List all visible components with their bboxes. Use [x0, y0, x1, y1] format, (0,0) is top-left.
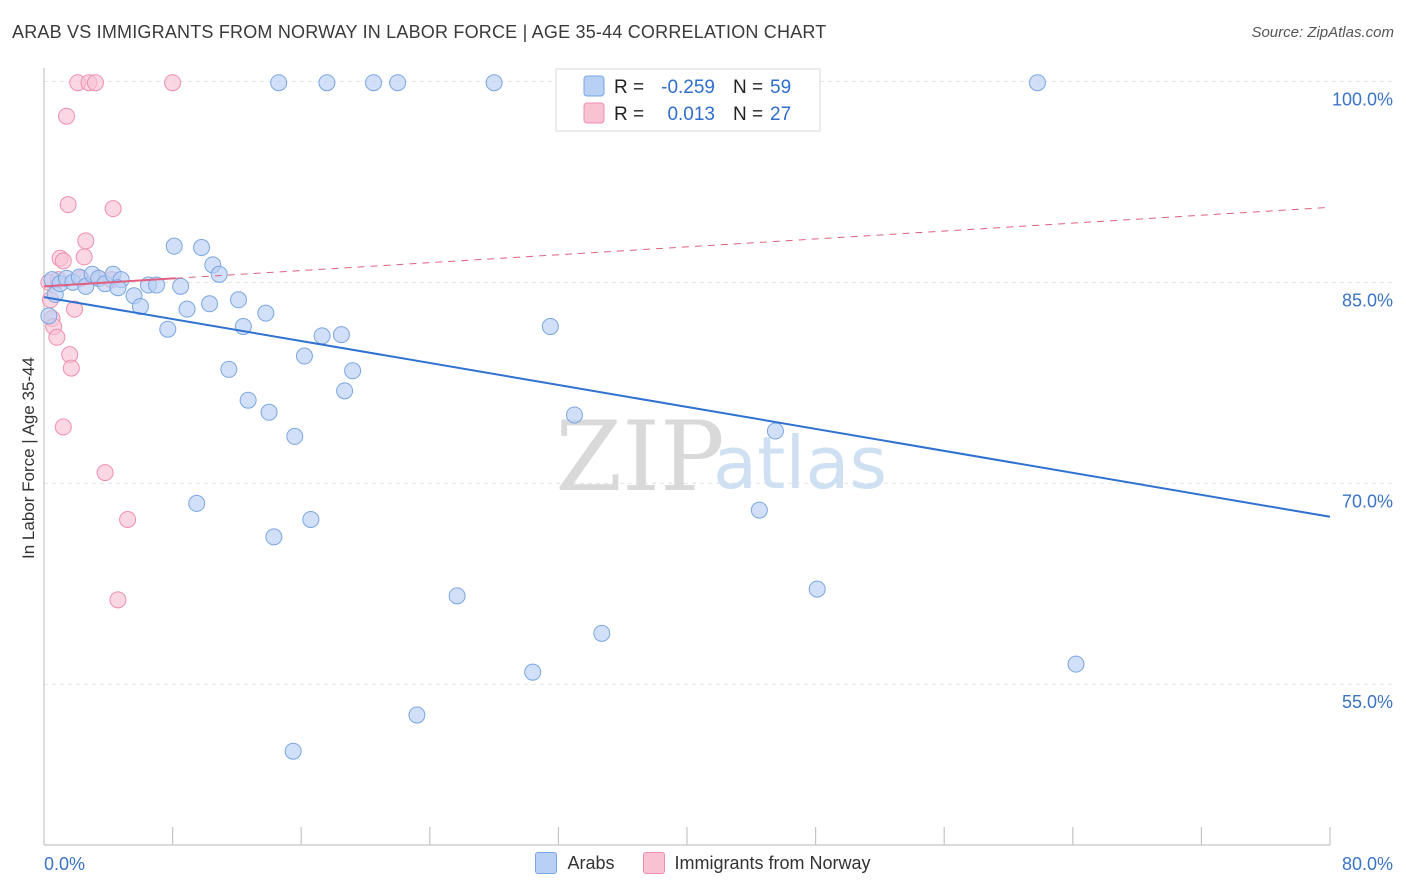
norway-point-8 — [54, 418, 72, 436]
arabs-point-36 — [286, 427, 304, 445]
arabs-point-35 — [284, 742, 302, 760]
axes — [43, 68, 1331, 846]
trend-line-norway-dashed — [175, 206, 1331, 279]
y-tick-label-3: 55.0% — [1342, 692, 1393, 712]
legend-swatch-arabs — [535, 852, 558, 874]
stats-swatch-norway — [583, 102, 605, 124]
tick-labels: 100.0% 85.0% 70.0% 55.0% 0.0% 80.0% — [44, 89, 1393, 874]
norway-point-19 — [86, 74, 104, 92]
arabs-point-43 — [344, 362, 362, 380]
stats-box: R = -0.259 N = 59 R = 0.013 N = 27 — [555, 68, 821, 132]
y-tick-label-2: 70.0% — [1342, 491, 1393, 511]
arabs-point-49 — [524, 663, 542, 681]
watermark-zip: ZIP — [555, 401, 724, 513]
chart-title: ARAB VS IMMIGRANTS FROM NORWAY IN LABOR … — [12, 22, 827, 42]
norway-point-7 — [54, 252, 72, 270]
arabs-point-39 — [313, 327, 331, 345]
arabs-point-30 — [239, 391, 257, 409]
arabs-point-46 — [408, 706, 426, 724]
arabs-point-19 — [165, 237, 183, 255]
arabs-point-51 — [565, 406, 583, 424]
arabs-point-37 — [295, 347, 313, 365]
stats-r-value-arabs: -0.259 — [661, 77, 715, 98]
norway-point-9 — [58, 107, 76, 125]
stats-n-label-arabs: N = — [733, 77, 763, 98]
watermark-atlas: atlas — [713, 421, 887, 505]
arabs-point-28 — [230, 291, 248, 309]
trend-lines — [43, 206, 1331, 518]
stats-n-label-norway: N = — [733, 104, 763, 125]
stats-swatch-arabs — [583, 75, 605, 97]
arabs-point-42 — [336, 382, 354, 400]
arabs-point-13 — [109, 279, 127, 297]
norway-point-26 — [164, 74, 182, 92]
arabs-point-18 — [159, 320, 177, 338]
arabs-point-48 — [485, 74, 503, 92]
norway-point-25 — [119, 510, 137, 528]
arabs-point-55 — [766, 422, 784, 440]
y-tick-label-0: 100.0% — [1332, 89, 1393, 109]
arabs-point-47 — [448, 587, 466, 605]
norway-point-17 — [77, 232, 95, 250]
series-norway-points — [40, 74, 182, 609]
arabs-point-41 — [332, 326, 350, 344]
arabs-point-0 — [40, 307, 58, 325]
arabs-point-26 — [210, 265, 228, 283]
legend-item-norway[interactable]: Immigrants from Norway — [642, 852, 871, 874]
chart-source: Source: ZipAtlas.com — [1251, 24, 1394, 41]
arabs-point-24 — [201, 295, 219, 313]
gridlines — [44, 80, 1392, 685]
stats-n-value-arabs: 59 — [770, 77, 791, 98]
x-tick-label-1: 80.0% — [1342, 854, 1393, 874]
arabs-point-38 — [302, 510, 320, 528]
arabs-point-32 — [257, 304, 275, 322]
arabs-point-50 — [541, 318, 559, 336]
norway-point-13 — [66, 300, 84, 318]
norway-point-24 — [109, 591, 127, 609]
y-tick-label-1: 85.0% — [1342, 290, 1393, 310]
arabs-point-31 — [260, 403, 278, 421]
norway-point-10 — [59, 196, 77, 214]
arabs-point-40 — [318, 74, 336, 92]
norway-point-12 — [62, 359, 80, 377]
legend-item-arabs[interactable]: Arabs — [535, 852, 615, 874]
stats-r-value-norway: 0.013 — [667, 104, 715, 125]
arabs-point-20 — [172, 277, 190, 295]
norway-point-23 — [104, 200, 122, 218]
arabs-point-54 — [750, 501, 768, 519]
arabs-point-21 — [178, 300, 196, 318]
arabs-point-22 — [188, 494, 206, 512]
trend-line-norway-solid — [43, 277, 176, 288]
stats-n-value-norway: 27 — [770, 104, 791, 125]
norway-point-16 — [75, 248, 93, 266]
norway-point-4 — [48, 328, 66, 346]
norway-point-21 — [96, 464, 114, 482]
arabs-point-44 — [365, 74, 383, 92]
legend-label-norway: Immigrants from Norway — [674, 852, 871, 873]
arabs-point-58 — [1067, 655, 1085, 673]
arabs-point-33 — [270, 74, 288, 92]
x-tick-label-0: 0.0% — [44, 854, 85, 874]
arabs-point-34 — [265, 528, 283, 546]
arabs-point-45 — [389, 74, 407, 92]
arabs-point-27 — [220, 360, 238, 378]
watermark: ZIP atlas — [555, 401, 887, 513]
arabs-point-57 — [1028, 74, 1046, 92]
trend-line-arabs — [43, 296, 1331, 518]
legend-label-arabs: Arabs — [567, 852, 615, 873]
arabs-point-52 — [593, 624, 611, 642]
arabs-point-56 — [808, 580, 826, 598]
stats-r-label-norway: R = — [614, 104, 644, 125]
legend: Arabs Immigrants from Norway — [0, 852, 1406, 874]
stats-r-label-arabs: R = — [614, 77, 644, 98]
arabs-point-17 — [148, 276, 166, 294]
arabs-point-23 — [193, 239, 211, 257]
legend-swatch-norway — [642, 852, 665, 874]
